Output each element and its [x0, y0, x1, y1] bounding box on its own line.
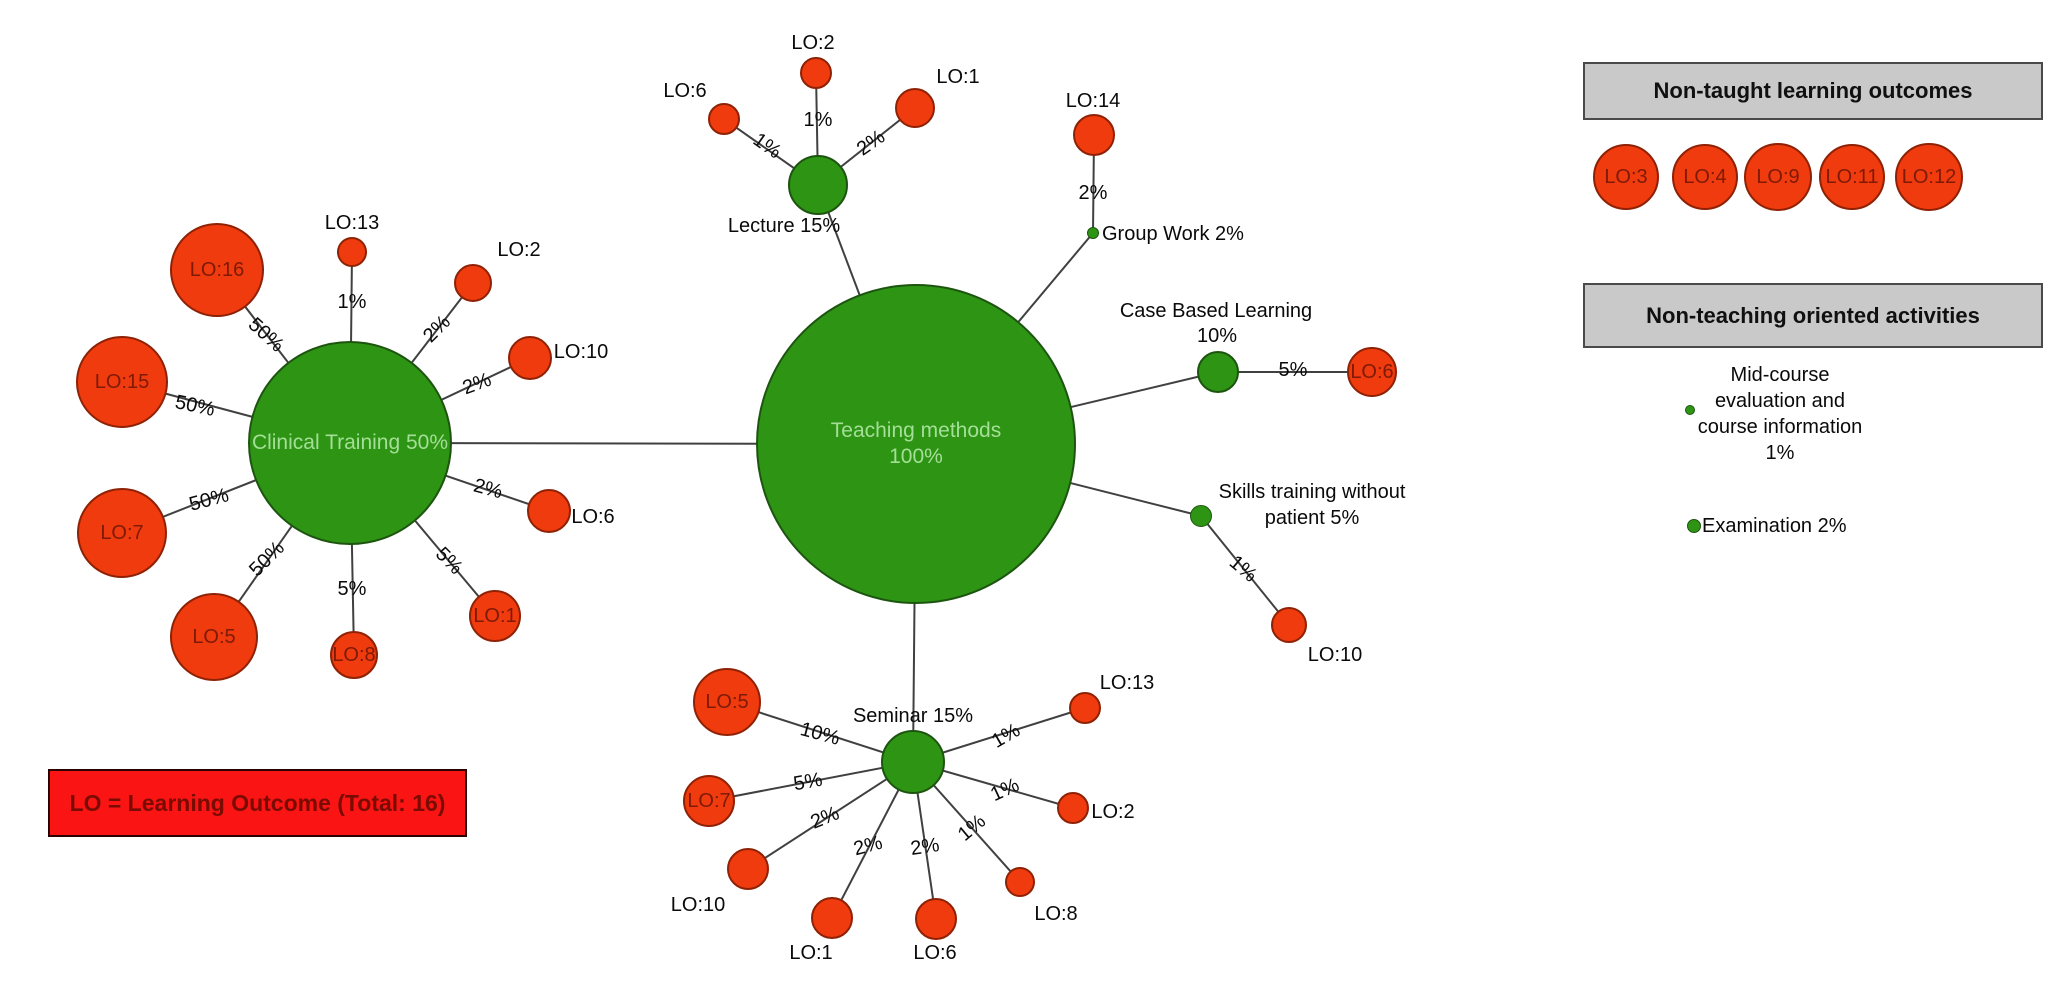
node-seminar-lo13 [1069, 692, 1101, 724]
node-clinical-lo13 [337, 237, 367, 267]
edge-seminar-lo7 [708, 761, 914, 802]
clinical-training-label: Clinical Training 50% [251, 431, 449, 454]
node-case-based-learning [1197, 351, 1239, 393]
clinical-lo10-label: LO:10 [553, 341, 609, 363]
node-lecture-lo2 [800, 57, 832, 89]
node-seminar-lo1 [811, 897, 853, 939]
nontaught-lo12-label: LO:12 [1901, 166, 1957, 188]
node-groupwork-lo14 [1073, 114, 1115, 156]
node-group-work [1087, 227, 1099, 239]
node-lecture [788, 155, 848, 215]
node-clinical-lo5: LO:5 [170, 593, 258, 681]
non-taught-header-title: Non-taught learning outcomes [1653, 78, 1973, 103]
examination-dot [1687, 519, 1701, 533]
node-seminar-lo2 [1057, 792, 1089, 824]
case-based-label-line2: 10% [1196, 325, 1238, 347]
node-nontaught-lo4: LO:4 [1672, 144, 1738, 210]
pct-clinical-lo13: 1% [337, 291, 367, 313]
group-work-label: Group Work 2% [1102, 223, 1244, 245]
lecture-lo6-label: LO:6 [663, 80, 707, 102]
non-teaching-header-title: Non-teaching oriented activities [1646, 302, 1980, 328]
clinical-lo8-label: LO:8 [332, 644, 376, 666]
pct-seminar-lo7: 5% [791, 768, 825, 796]
node-teaching-methods: Teaching methods 100% [756, 284, 1076, 604]
node-nontaught-lo9: LO:9 [1744, 143, 1812, 211]
lo-note-text: LO = Learning Outcome (Total: 16) [69, 789, 446, 816]
seminar-lo8-label: LO:8 [1034, 903, 1078, 925]
edge-skills-lo10 [1200, 515, 1290, 626]
non-teaching-header: Non-teaching oriented activities [1583, 283, 2043, 348]
clinical-lo13-label: LO:13 [324, 212, 380, 234]
clinical-lo1-label: LO:1 [473, 605, 517, 627]
node-nontaught-lo12: LO:12 [1895, 143, 1963, 211]
node-seminar-lo8 [1005, 867, 1035, 897]
node-clinical-lo1: LO:1 [469, 590, 521, 642]
nontaught-lo3-label: LO:3 [1604, 166, 1648, 188]
seminar-lo2-label: LO:2 [1091, 801, 1135, 823]
lecture-lo1-label: LO:1 [936, 66, 980, 88]
node-clinical-lo6 [527, 489, 571, 533]
node-seminar-lo10 [727, 848, 769, 890]
examination-label: Examination 2% [1702, 515, 1847, 537]
mid-course-label: Mid-course evaluation and course informa… [1697, 364, 1863, 464]
node-nontaught-lo3: LO:3 [1593, 144, 1659, 210]
lecture-label: Lecture 15% [727, 215, 841, 237]
seminar-lo7-label: LO:7 [687, 790, 731, 812]
skills-label-line1: Skills training without [1218, 481, 1406, 503]
teaching-methods-label: Teaching methods 100% [830, 419, 1002, 468]
nontaught-lo9-label: LO:9 [1756, 166, 1800, 188]
clinical-lo16-label: LO:16 [189, 259, 245, 281]
node-lecture-lo1 [895, 88, 935, 128]
pct-seminar-lo6: 2% [909, 834, 941, 860]
skills-label-line2: patient 5% [1264, 507, 1360, 529]
pct-casebased-lo6: 5% [1278, 359, 1308, 381]
node-clinical-lo2 [454, 264, 492, 302]
groupwork-lo14-label: LO:14 [1065, 90, 1121, 112]
seminar-lo1-label: LO:1 [789, 942, 833, 964]
lecture-lo2-label: LO:2 [791, 32, 835, 54]
seminar-lo5-label: LO:5 [705, 691, 749, 713]
node-lecture-lo6 [708, 103, 740, 135]
non-taught-header: Non-taught learning outcomes [1583, 62, 2043, 120]
node-clinical-lo15: LO:15 [76, 336, 168, 428]
pct-groupwork-lo14: 2% [1078, 182, 1108, 204]
nontaught-lo4-label: LO:4 [1683, 166, 1727, 188]
seminar-label: Seminar 15% [852, 705, 974, 727]
clinical-lo7-label: LO:7 [100, 522, 144, 544]
node-seminar-lo5: LO:5 [693, 668, 761, 736]
seminar-lo10-label: LO:10 [670, 894, 726, 916]
lo-note-box: LO = Learning Outcome (Total: 16) [48, 769, 467, 837]
clinical-lo6-label: LO:6 [571, 506, 615, 528]
pct-lecture-lo2: 1% [803, 109, 833, 131]
node-clinical-lo8: LO:8 [330, 631, 378, 679]
clinical-lo2-label: LO:2 [497, 239, 541, 261]
node-clinical-lo16: LO:16 [170, 223, 264, 317]
node-skills-training [1190, 505, 1212, 527]
clinical-lo15-label: LO:15 [94, 371, 150, 393]
node-clinical-training: Clinical Training 50% [248, 341, 452, 545]
node-nontaught-lo11: LO:11 [1819, 144, 1885, 210]
casebased-lo6-label: LO:6 [1350, 361, 1394, 383]
node-seminar-lo7: LO:7 [683, 775, 735, 827]
node-skills-lo10 [1271, 607, 1307, 643]
case-based-label-line1: Case Based Learning [1119, 300, 1313, 322]
node-clinical-lo10 [508, 336, 552, 380]
node-seminar [881, 730, 945, 794]
nontaught-lo11-label: LO:11 [1825, 166, 1879, 188]
node-casebased-lo6: LO:6 [1347, 347, 1397, 397]
node-clinical-lo7: LO:7 [77, 488, 167, 578]
node-seminar-lo6 [915, 898, 957, 940]
pct-clinical-lo8: 5% [337, 578, 367, 600]
seminar-lo13-label: LO:13 [1099, 672, 1155, 694]
seminar-lo6-label: LO:6 [913, 942, 957, 964]
mid-course-dot [1685, 405, 1695, 415]
clinical-lo5-label: LO:5 [192, 626, 236, 648]
skills-lo10-label: LO:10 [1307, 644, 1363, 666]
